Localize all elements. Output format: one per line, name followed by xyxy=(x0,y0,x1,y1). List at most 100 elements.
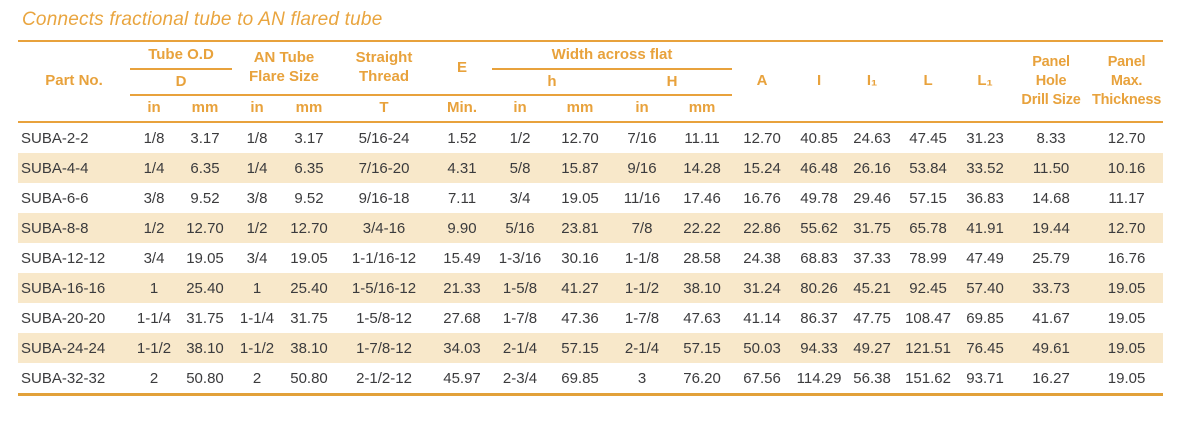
cell-panel-hole-drill: 11.50 xyxy=(1012,153,1091,183)
cell-a: 67.56 xyxy=(732,363,793,396)
cell-i1: 24.63 xyxy=(846,121,899,153)
cell-d-in: 3/8 xyxy=(143,189,165,207)
cell-panel-max-thickness: 12.70 xyxy=(1090,121,1164,153)
cell-t: 1-1/16-12 xyxy=(351,249,417,267)
page-title: Connects fractional tube to AN flared tu… xyxy=(22,9,383,30)
cell-a: 12.70 xyxy=(732,121,793,153)
cell-e-min: 34.03 xyxy=(432,333,493,363)
cell-l1: 41.91 xyxy=(958,213,1013,243)
cell-l1: 57.40 xyxy=(958,273,1013,303)
cell-hh-in: 3 xyxy=(612,363,673,396)
table-row: SUBA-16-16 1 25.40 1 25.40 1-5/16-12 21.33 1-5/… xyxy=(18,273,1164,303)
cell-d-mm: 6.35 xyxy=(178,153,232,183)
cell-i: 80.26 xyxy=(792,273,847,303)
cell-hh-in: 7/16 xyxy=(612,121,673,153)
cell-h-mm: 12.70 xyxy=(548,121,613,153)
cell-hh-mm: 17.46 xyxy=(683,189,721,207)
cell-panel-hole-drill: 8.33 xyxy=(1012,121,1091,153)
cell-e-min: 45.97 xyxy=(432,363,493,396)
col-header-panel-max-thickness: Panel Max. Thickness xyxy=(1090,40,1164,122)
unit-d-in: in xyxy=(147,99,161,117)
cell-t: 2-1/2-12 xyxy=(336,363,433,396)
cell-d-mm: 19.05 xyxy=(186,249,224,267)
cell-i1: 31.75 xyxy=(846,213,899,243)
cell-part-no: SUBA-20-20 xyxy=(21,309,106,327)
cell-a: 31.24 xyxy=(732,273,793,303)
cell-d-in: 3/4 xyxy=(143,249,165,267)
cell-h-mm: 19.05 xyxy=(561,189,599,207)
cell-t: 5/16-24 xyxy=(336,121,433,153)
cell-d-mm: 31.75 xyxy=(186,309,224,327)
table-row: SUBA-32-32 2 50.80 2 50.80 2-1/2-12 45.97 2-3/4… xyxy=(18,363,1164,396)
cell-part-no: SUBA-4-4 xyxy=(18,153,130,183)
cell-i1: 45.21 xyxy=(846,273,899,303)
cell-flare-mm: 12.70 xyxy=(282,213,337,243)
cell-h-mm: 69.85 xyxy=(548,363,613,396)
cell-h-in: 2-1/4 xyxy=(492,333,549,363)
cell-l: 108.47 xyxy=(905,309,951,327)
cell-h-mm: 57.15 xyxy=(548,333,613,363)
cell-part-no: SUBA-8-8 xyxy=(18,213,130,243)
col-header-part-no: Part No. xyxy=(18,40,130,122)
unit-h-mm: mm xyxy=(566,99,594,117)
cell-part-no: SUBA-12-12 xyxy=(21,249,106,267)
cell-h-mm: 15.87 xyxy=(548,153,613,183)
cell-h-mm: 47.36 xyxy=(561,309,599,327)
cell-hh-mm: 57.15 xyxy=(672,333,733,363)
table-row: SUBA-8-8 1/2 12.70 1/2 12.70 3/4-16 9.90 5/16 23… xyxy=(18,213,1164,243)
cell-flare-mm: 50.80 xyxy=(282,363,337,396)
col-header-an-tube-flare-size: AN Tube Flare Size xyxy=(232,40,337,96)
cell-h-in: 1-3/16 xyxy=(498,249,542,267)
cell-h-in: 1-5/8 xyxy=(492,273,549,303)
cell-flare-in: 1/4 xyxy=(232,153,282,183)
cell-flare-in: 1-1/4 xyxy=(239,309,275,327)
cell-panel-hole-drill: 25.79 xyxy=(1032,249,1070,267)
col-header-min: Min. xyxy=(447,99,478,117)
cell-h-mm: 30.16 xyxy=(561,249,599,267)
col-header-i1: I₁ xyxy=(846,40,899,122)
cell-h-in: 5/16 xyxy=(492,213,549,243)
cell-t: 1-7/8-12 xyxy=(336,333,433,363)
cell-hh-mm: 28.58 xyxy=(683,249,721,267)
cell-part-no: SUBA-32-32 xyxy=(18,363,130,396)
cell-d-mm: 25.40 xyxy=(178,273,232,303)
unit-hh-mm: mm xyxy=(688,99,716,117)
table-header: Part No. Tube O.D AN Tube Flare Size Str… xyxy=(18,40,1164,122)
table-body: SUBA-2-2 1/8 3.17 1/8 3.17 5/16-24 1.52 1/2 12.7… xyxy=(18,121,1164,396)
cell-d-in: 2 xyxy=(130,363,178,396)
cell-l: 53.84 xyxy=(898,153,959,183)
table-row: SUBA-4-4 1/4 6.35 1/4 6.35 7/16-20 4.31 5/8 15.8… xyxy=(18,153,1164,183)
cell-flare-mm: 19.05 xyxy=(290,249,328,267)
unit-hh-in: in xyxy=(635,99,649,117)
cell-l: 57.15 xyxy=(909,189,947,207)
cell-hh-mm: 47.63 xyxy=(683,309,721,327)
cell-i: 86.37 xyxy=(800,309,838,327)
cell-a: 22.86 xyxy=(732,213,793,243)
cell-flare-in: 1/2 xyxy=(232,213,282,243)
cell-part-no: SUBA-24-24 xyxy=(18,333,130,363)
col-header-tube-od: Tube O.D xyxy=(130,40,232,70)
cell-d-in: 1/2 xyxy=(130,213,178,243)
cell-hh-mm: 76.20 xyxy=(672,363,733,396)
cell-l1: 76.45 xyxy=(958,333,1013,363)
cell-l: 151.62 xyxy=(898,363,959,396)
cell-part-no: SUBA-2-2 xyxy=(18,121,130,153)
cell-panel-hole-drill: 19.44 xyxy=(1012,213,1091,243)
cell-d-in: 1 xyxy=(130,273,178,303)
cell-hh-in: 7/8 xyxy=(612,213,673,243)
cell-flare-mm: 6.35 xyxy=(282,153,337,183)
cell-panel-max-thickness: 16.76 xyxy=(1107,249,1146,267)
cell-hh-in: 11/16 xyxy=(623,189,661,207)
cell-t: 1-5/8-12 xyxy=(356,309,412,327)
cell-a: 24.38 xyxy=(743,249,781,267)
cell-t: 7/16-20 xyxy=(336,153,433,183)
cell-flare-in: 3/4 xyxy=(246,249,268,267)
cell-e-min: 4.31 xyxy=(432,153,493,183)
cell-a: 15.24 xyxy=(732,153,793,183)
cell-l1: 93.71 xyxy=(958,363,1013,396)
cell-l: 47.45 xyxy=(898,121,959,153)
table-row: SUBA-6-6 3/8 9.52 3/8 9.52 9/16-18 7.11 3/4 19.0… xyxy=(18,183,1163,213)
unit-flare-mm: mm xyxy=(295,99,323,117)
cell-d-mm: 3.17 xyxy=(178,121,232,153)
